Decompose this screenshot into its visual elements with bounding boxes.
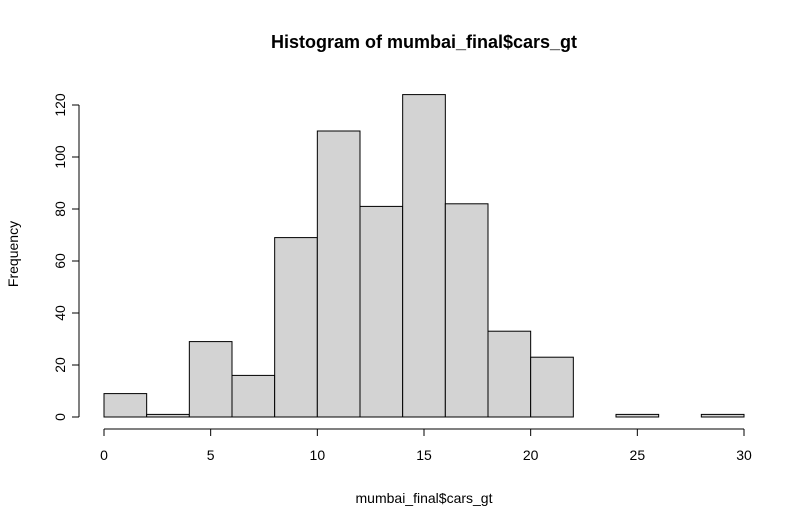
histogram-bar bbox=[146, 413, 190, 418]
histogram-bar bbox=[700, 413, 745, 418]
histogram-bar bbox=[103, 393, 148, 418]
histogram-bar bbox=[274, 237, 318, 418]
histogram-bar bbox=[316, 130, 361, 418]
x-tick-label: 25 bbox=[630, 447, 646, 463]
y-tick-label: 0 bbox=[52, 413, 68, 421]
y-tick-label: 100 bbox=[52, 145, 68, 169]
histogram-bar bbox=[615, 413, 660, 418]
x-tick-label: 5 bbox=[207, 447, 215, 463]
y-axis: 0 20 40 60 80 100 120 bbox=[52, 93, 80, 421]
y-tick-label: 20 bbox=[52, 357, 68, 373]
y-tick-label: 60 bbox=[52, 253, 68, 269]
histogram-bar bbox=[231, 374, 276, 418]
x-axis: 0 5 10 15 20 25 30 bbox=[100, 428, 752, 463]
x-tick-label: 0 bbox=[100, 447, 108, 463]
histogram-bar bbox=[444, 203, 489, 418]
x-tick-label: 10 bbox=[310, 447, 326, 463]
histogram-bar bbox=[402, 94, 446, 418]
chart-title: Histogram of mumbai_final$cars_gt bbox=[271, 32, 577, 52]
histogram-bar bbox=[530, 356, 574, 418]
y-tick-label: 120 bbox=[52, 93, 68, 117]
y-tick-label: 80 bbox=[52, 201, 68, 217]
histogram-bar bbox=[487, 330, 532, 418]
x-tick-label: 15 bbox=[416, 447, 432, 463]
histogram-bar bbox=[359, 205, 404, 418]
x-tick-label: 20 bbox=[523, 447, 539, 463]
y-axis-label: Frequency bbox=[5, 221, 21, 287]
x-tick-label: 30 bbox=[736, 447, 752, 463]
histogram-bar bbox=[188, 341, 233, 418]
bars-group bbox=[103, 94, 745, 418]
y-tick-label: 40 bbox=[52, 305, 68, 321]
x-axis-label: mumbai_final$cars_gt bbox=[356, 490, 493, 506]
